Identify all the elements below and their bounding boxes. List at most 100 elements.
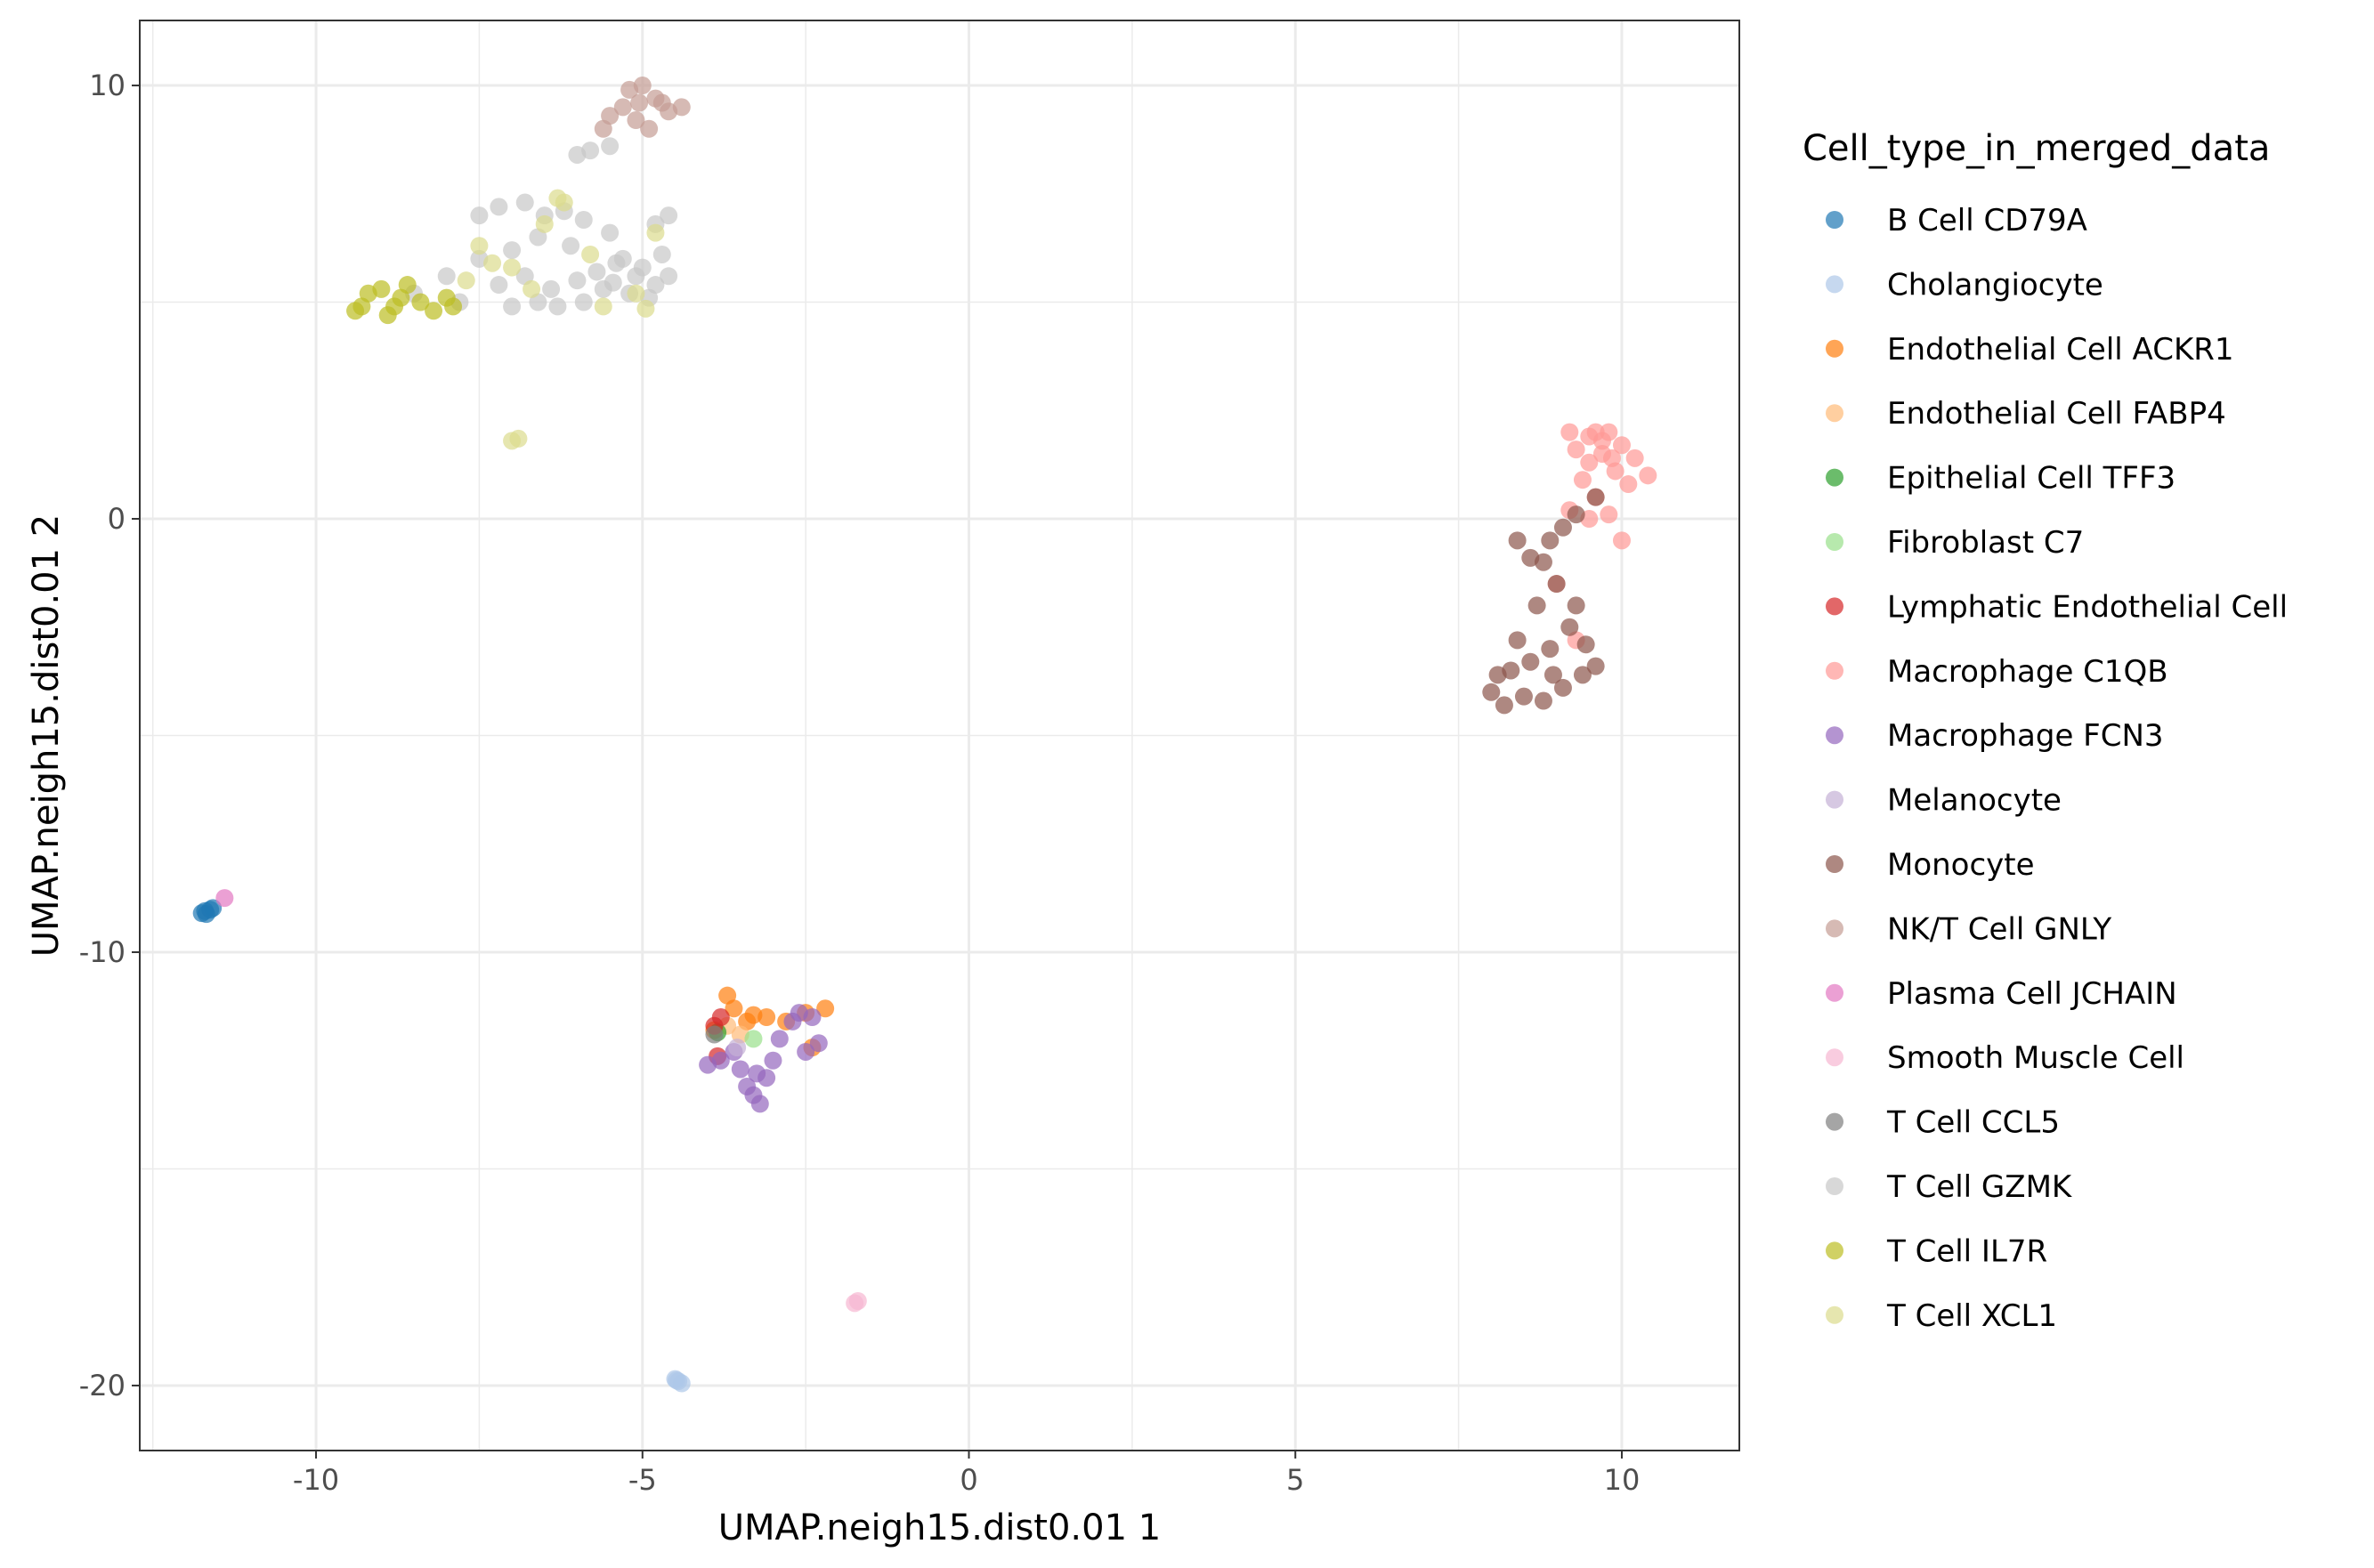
data-point (1625, 449, 1644, 467)
legend-key (1826, 339, 1843, 358)
data-point (568, 145, 587, 164)
legend-key (1826, 919, 1843, 938)
data-point (748, 1064, 766, 1083)
data-point (744, 1006, 763, 1024)
y-axis-title: UMAP.neigh15.dist0.01 2 (26, 514, 67, 957)
legend-key (1826, 1048, 1843, 1067)
series-group (346, 276, 463, 325)
legend-label: T Cell CCL5 (1886, 1105, 2060, 1141)
data-point (660, 267, 678, 286)
data-point (1580, 453, 1599, 472)
data-point (352, 297, 371, 316)
data-point (652, 245, 671, 263)
data-point (604, 273, 622, 292)
data-point (1567, 440, 1585, 459)
legend-key (1826, 661, 1843, 680)
data-point (1488, 666, 1507, 684)
data-points (192, 77, 1657, 1393)
series-group (594, 77, 691, 138)
data-point (1527, 596, 1546, 615)
data-point (535, 214, 554, 233)
legend-label: Plasma Cell JCHAIN (1887, 976, 2177, 1012)
data-point (425, 302, 443, 320)
data-point (1576, 635, 1595, 654)
data-point (758, 1008, 776, 1027)
data-point (728, 1039, 747, 1057)
data-point (1567, 596, 1585, 615)
legend-key (1826, 404, 1843, 423)
x-tick-label: 0 (960, 1463, 977, 1497)
data-point (1544, 666, 1562, 684)
legend-label: Melanocyte (1887, 783, 2062, 819)
data-point (437, 267, 456, 286)
data-point (1521, 548, 1540, 567)
legend-key (1826, 211, 1843, 229)
data-point (411, 293, 430, 311)
series-group (405, 137, 678, 316)
series-group (192, 899, 223, 924)
data-point (636, 299, 655, 318)
data-point (503, 258, 522, 277)
legend-label: Fibroblast C7 (1887, 525, 2084, 561)
legend-key (1826, 1177, 1843, 1195)
legend-title: Cell_type_in_merged_data (1803, 128, 2270, 169)
series-group (846, 1291, 867, 1313)
data-point (490, 198, 508, 216)
data-point (1553, 678, 1572, 697)
legend-label: Macrophage FCN3 (1887, 718, 2164, 754)
legend-key (1826, 597, 1843, 616)
data-point (1639, 466, 1657, 485)
data-point (1541, 640, 1560, 659)
data-point (378, 306, 397, 325)
data-point (587, 263, 606, 281)
data-point (672, 98, 691, 117)
plot-panel-border (139, 20, 1740, 1451)
data-point (627, 111, 645, 130)
data-point (750, 1095, 769, 1113)
data-point (764, 1051, 782, 1070)
data-point (574, 293, 593, 311)
legend-key (1826, 1241, 1843, 1260)
data-point (215, 889, 234, 908)
series-group (1482, 488, 1605, 715)
data-point (470, 206, 489, 225)
data-point (1619, 475, 1638, 494)
data-point (503, 241, 522, 260)
data-point (197, 905, 215, 924)
legend-label: Macrophage C1QB (1887, 654, 2168, 690)
series-group (666, 1370, 691, 1393)
data-point (1482, 683, 1501, 701)
legend-key (1826, 983, 1843, 1002)
x-axis-title: UMAP.neigh15.dist0.01 1 (718, 1507, 1161, 1548)
data-point (1495, 696, 1513, 715)
data-point (594, 119, 612, 138)
x-tick-label: -5 (628, 1463, 657, 1497)
data-point (646, 223, 665, 242)
data-point (574, 211, 593, 230)
legend-label: Lymphatic Endothelial Cell (1887, 589, 2288, 625)
data-point (601, 223, 620, 242)
legend-key (1826, 533, 1843, 551)
x-tick-label: -10 (293, 1463, 339, 1497)
legend-label: B Cell CD79A (1887, 203, 2087, 238)
legend-label: NK/T Cell GNLY (1887, 911, 2111, 947)
data-point (816, 999, 835, 1018)
data-point (1586, 423, 1605, 441)
legend-key (1826, 468, 1843, 487)
data-point (1560, 423, 1579, 441)
data-point (555, 193, 573, 212)
series-group (215, 889, 234, 908)
data-point (1508, 631, 1527, 650)
data-point (1602, 449, 1621, 467)
legend-label: Endothelial Cell ACKR1 (1887, 332, 2234, 368)
series-group (457, 189, 665, 450)
data-point (562, 237, 580, 255)
legend-label: Smooth Muscle Cell (1887, 1040, 2184, 1076)
data-point (744, 1030, 763, 1048)
data-point (1560, 618, 1579, 636)
data-point (613, 98, 632, 117)
data-point (1573, 471, 1592, 489)
data-point (1521, 652, 1540, 671)
